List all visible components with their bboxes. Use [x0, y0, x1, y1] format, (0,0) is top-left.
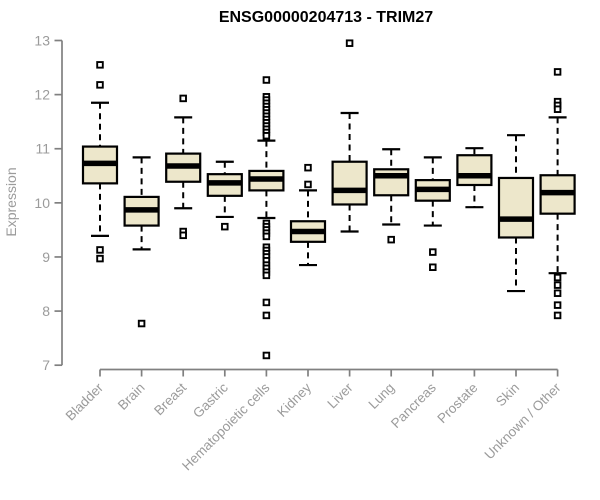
y-tick-label: 10	[34, 195, 50, 211]
outlier-point	[96, 246, 104, 254]
y-tick-label: 13	[34, 33, 50, 49]
box-kidney	[289, 163, 327, 267]
box-lung	[373, 148, 410, 244]
x-category-label: Skin	[493, 380, 522, 409]
outlier-point	[96, 81, 104, 89]
y-tick-label: 9	[42, 249, 50, 265]
outlier-point	[553, 311, 562, 320]
outlier-point	[429, 248, 437, 256]
outlier-point	[137, 319, 146, 328]
outlier-point	[553, 105, 562, 113]
y-tick-label: 12	[34, 87, 50, 103]
y-axis-title: Expression	[3, 167, 19, 236]
box-bladder	[81, 61, 119, 263]
outlier-point	[553, 281, 562, 289]
outlier-point	[262, 76, 271, 84]
box-breast	[165, 94, 202, 240]
box-gastric	[206, 160, 243, 231]
outlier-point	[262, 131, 271, 140]
box-brain	[123, 156, 160, 328]
y-tick-label: 11	[35, 141, 50, 157]
box-pancreas	[414, 156, 451, 271]
outlier-point	[262, 311, 271, 320]
x-category-label: Brain	[115, 380, 148, 413]
outlier-point	[96, 254, 104, 263]
outlier-point	[553, 273, 562, 282]
outlier-point	[429, 263, 437, 271]
outlier-point	[553, 68, 562, 76]
iqr-box	[497, 176, 535, 239]
outlier-point	[345, 39, 354, 47]
outlier-point	[553, 289, 562, 297]
x-category-label: Kidney	[274, 380, 314, 420]
outlier-point	[304, 163, 312, 172]
chart-title: ENSG00000204713 - TRIM27	[219, 9, 433, 26]
x-category-label: Pancreas	[388, 380, 439, 431]
outlier-point	[387, 235, 395, 244]
y-tick-label: 8	[42, 303, 50, 319]
outlier-point	[179, 231, 187, 240]
outlier-point	[553, 301, 562, 309]
outlier-point	[262, 298, 271, 307]
x-category-label: Gastric	[190, 380, 231, 421]
outlier-point	[262, 232, 271, 241]
x-category-label: Unknown / Other	[481, 380, 564, 463]
outlier-point	[262, 271, 271, 280]
iqr-box	[456, 154, 493, 187]
x-category-label: Prostate	[434, 380, 480, 426]
iqr-box	[331, 160, 368, 206]
box-prostate	[456, 147, 493, 209]
box-skin	[497, 134, 535, 293]
outlier-point	[304, 180, 312, 189]
box-unknown-other	[539, 68, 576, 320]
x-category-label: Bladder	[63, 380, 107, 424]
x-category-label: Breast	[151, 380, 189, 418]
outlier-point	[96, 61, 104, 69]
x-category-label: Lung	[365, 380, 397, 412]
box-liver	[331, 39, 368, 233]
outlier-point	[179, 94, 187, 103]
outlier-point	[221, 222, 229, 231]
outlier-point	[262, 351, 271, 360]
x-category-label: Liver	[324, 380, 356, 412]
box-hematopoietic-cells	[248, 76, 285, 360]
y-tick-label: 7	[42, 357, 50, 373]
